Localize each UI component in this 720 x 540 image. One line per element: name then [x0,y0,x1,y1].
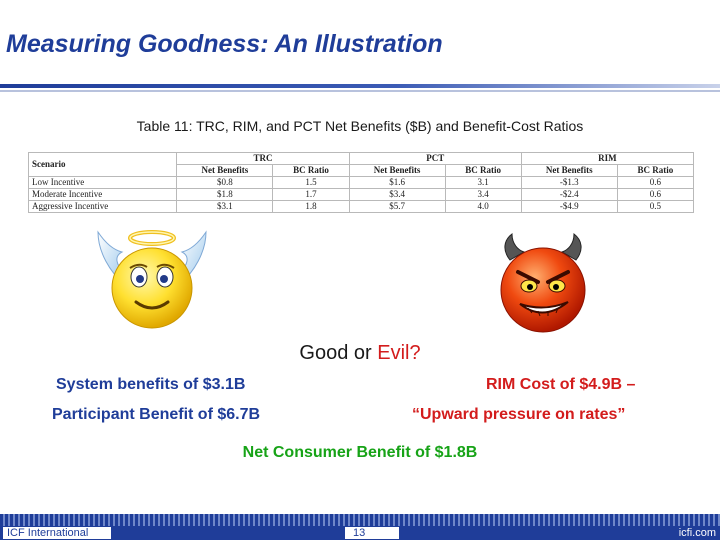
title-divider-secondary [0,90,720,92]
question-evil: Evil? [377,342,421,364]
table-cell: $1.8 [176,188,274,201]
table-cell: -$1.3 [520,176,618,189]
sub-header: Net Benefits [348,164,446,177]
benefits-table: Scenario TRC PCT RIM Net Benefits BC Rat… [27,152,695,213]
table-cell: 3.4 [444,188,522,201]
table-cell: 1.5 [272,176,350,189]
sub-header: Net Benefits [520,164,618,177]
scenario-header: Scenario [27,152,178,177]
participant-benefit-text: Participant Benefit of $6.7B [52,406,261,423]
group-header-row: Scenario TRC PCT RIM [27,152,695,177]
sub-header: BC Ratio [272,164,350,177]
benefits-table-container: Scenario TRC PCT RIM Net Benefits BC Rat… [27,152,695,213]
table-row: Low Incentive $0.8 1.5 $1.6 3.1 -$1.3 0.… [27,176,695,189]
title-divider [0,84,720,88]
system-benefits-text: System benefits of $3.1B [56,376,246,393]
table-cell: $1.6 [348,176,446,189]
table-caption: Table 11: TRC, RIM, and PCT Net Benefits… [136,118,584,134]
sub-header: BC Ratio [444,164,522,177]
table-cell: $3.4 [348,188,446,201]
group-header-rim: RIM [520,152,695,165]
sub-header: BC Ratio [616,164,695,177]
net-consumer-benefit-text: Net Consumer Benefit of $1.8B [242,444,478,461]
footer-divider [0,514,720,526]
table-row: Moderate Incentive $1.8 1.7 $3.4 3.4 -$2… [27,188,695,201]
angel-smiley-icon [97,230,207,329]
footer-company: ICF International [2,526,112,540]
table-cell: 3.1 [444,176,522,189]
table-cell: 1.7 [272,188,350,201]
table-cell: 4.0 [444,200,522,213]
good-or-evil-question: Good or Evil? [0,342,720,365]
group-header-trc: TRC [176,152,350,165]
table-cell: $5.7 [348,200,446,213]
upward-pressure-text: “Upward pressure on rates” [412,406,626,423]
table-cell: 0.5 [616,200,695,213]
table-cell: 1.8 [272,200,350,213]
sub-header: Net Benefits [176,164,274,177]
table-cell: $0.8 [176,176,274,189]
table-cell: -$4.9 [520,200,618,213]
table-cell: $3.1 [176,200,274,213]
table-cell: -$2.4 [520,188,618,201]
scenario-cell: Moderate Incentive [27,188,178,201]
table-cell: 0.6 [616,188,695,201]
scenario-cell: Low Incentive [27,176,178,189]
table-row: Aggressive Incentive $3.1 1.8 $5.7 4.0 -… [27,200,695,213]
question-prefix: Good or [299,342,378,364]
slide-title: Measuring Goodness: An Illustration [6,30,443,58]
footer-url[interactable]: icfi.com [678,527,716,539]
table-cell: 0.6 [616,176,695,189]
group-header-pct: PCT [348,152,522,165]
scenario-cell: Aggressive Incentive [27,200,178,213]
devil-smiley-icon [500,232,586,333]
footer-page-number: 13 [344,526,400,540]
rim-cost-text: RIM Cost of $4.9B – [486,376,636,393]
